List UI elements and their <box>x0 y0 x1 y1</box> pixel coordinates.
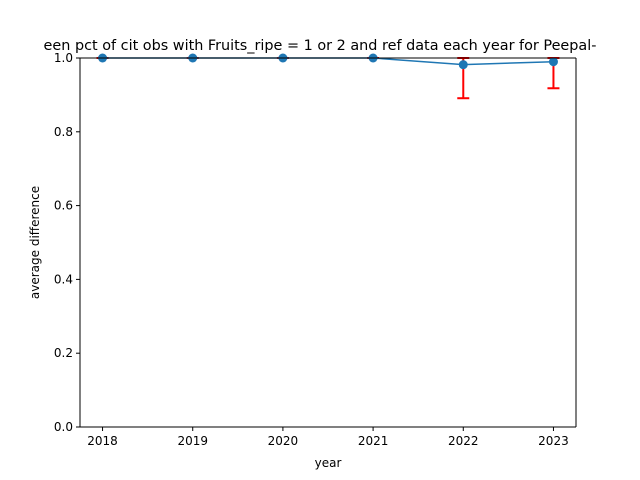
data-point <box>548 57 558 67</box>
axes: 2018 2019 2020 2021 2022 2023 0.0 0.2 0.4 0.6 0.8 1… <box>54 51 577 448</box>
y-tick-label: 0.6 <box>54 199 73 213</box>
x-tick-label: 2020 <box>268 434 299 448</box>
plot-area <box>80 53 576 427</box>
x-tick-label: 2021 <box>358 434 389 448</box>
y-tick-label: 0.2 <box>54 346 73 360</box>
data-point <box>458 60 468 70</box>
y-tick-label: 1.0 <box>54 51 73 65</box>
y-axis-label: average difference <box>28 186 42 299</box>
x-tick-label: 2018 <box>87 434 118 448</box>
x-tick-label: 2019 <box>177 434 208 448</box>
y-tick-label: 0.8 <box>54 125 73 139</box>
chart-title: een pct of cit obs with Fruits_ripe = 1 … <box>44 38 597 54</box>
y-tick-label: 0.0 <box>54 420 73 434</box>
y-tick-label: 0.4 <box>54 272 73 286</box>
x-tick-label: 2023 <box>538 434 569 448</box>
plot-background <box>80 58 576 427</box>
x-tick-label: 2022 <box>448 434 479 448</box>
x-axis-label: year <box>315 456 342 470</box>
